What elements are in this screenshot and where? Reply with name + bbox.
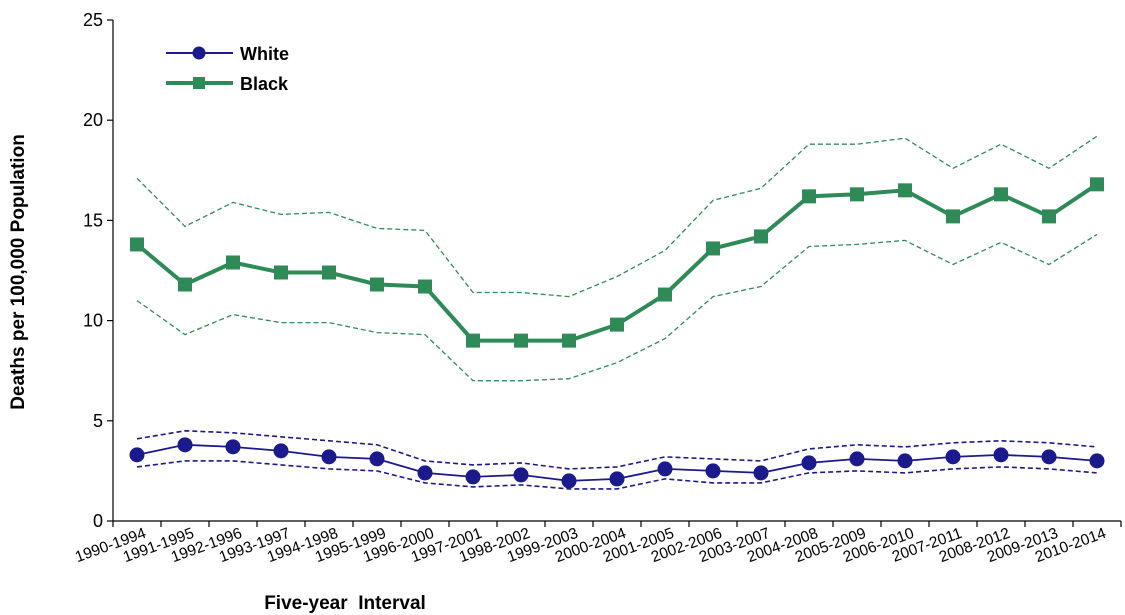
legend-item-white: White (166, 44, 289, 64)
series-black-point (802, 189, 816, 204)
series-black-point (610, 317, 624, 332)
series-black-point (946, 209, 960, 224)
series-white-point (465, 469, 481, 485)
legend-label-white: White (240, 44, 289, 64)
series-black-line (135, 182, 1099, 343)
series-black-point (370, 277, 384, 292)
series-black-upper-ci (136, 135, 1098, 298)
series-white-point (945, 449, 961, 465)
series-white-lower-ci (136, 460, 1098, 490)
series-black-point (226, 255, 240, 270)
legend-marker-white (192, 46, 206, 60)
series-white-upper-ci (136, 429, 1098, 470)
series-white (129, 429, 1105, 490)
series-black-point (850, 187, 864, 202)
series-black-point (130, 237, 144, 252)
series-black-point (754, 229, 768, 244)
y-tick-label: 20 (83, 110, 103, 130)
series-white-point (273, 443, 289, 459)
series-white-point (177, 437, 193, 453)
y-axis-ticks: 0 5 10 15 20 25 (83, 10, 113, 531)
series-white-point (1041, 449, 1057, 465)
series-black-point (514, 333, 528, 348)
y-tick-label: 0 (93, 511, 103, 531)
series-black-point (466, 333, 480, 348)
legend-item-black: Black (166, 74, 289, 94)
legend: White Black (166, 44, 289, 94)
series-white-point (561, 473, 577, 489)
series-black-lower-ci (136, 233, 1098, 382)
chart-axes (112, 20, 1121, 522)
series-layer (129, 135, 1105, 490)
series-white-point (849, 451, 865, 467)
series-white-point (417, 465, 433, 481)
series-white-point (225, 439, 241, 455)
series-white-point (753, 465, 769, 481)
series-black-point (658, 287, 672, 302)
series-white-point (705, 463, 721, 479)
series-black-point (898, 183, 912, 198)
series-white-point (1089, 453, 1105, 469)
series-white-point (369, 451, 385, 467)
series-black (130, 135, 1104, 382)
series-black-point (1090, 177, 1104, 192)
series-white-point (657, 461, 673, 477)
x-axis-title: Five-year Interval (264, 593, 426, 614)
y-tick-label: 25 (83, 10, 103, 30)
series-white-point (609, 471, 625, 487)
series-black-point (1042, 209, 1056, 224)
series-white-point (513, 467, 529, 483)
series-black-point (562, 333, 576, 348)
series-white-point (801, 455, 817, 471)
series-black-point (274, 265, 288, 280)
series-white-point (321, 449, 337, 465)
legend-marker-black (193, 77, 205, 89)
y-tick-label: 10 (83, 311, 103, 331)
x-axis-ticks: 1990-19941991-19951992-19961993-19971994… (73, 521, 1122, 566)
legend-label-black: Black (240, 74, 289, 94)
y-axis-title: Deaths per 100,000 Population (8, 134, 29, 410)
series-black-point (322, 265, 336, 280)
series-black-point (178, 277, 192, 292)
series-black-point (994, 187, 1008, 202)
series-black-point (706, 241, 720, 256)
series-white-point (993, 447, 1009, 463)
y-tick-label: 5 (93, 411, 103, 431)
series-black-point (418, 279, 432, 294)
series-white-point (129, 447, 145, 463)
y-tick-label: 15 (83, 210, 103, 230)
series-white-point (897, 453, 913, 469)
